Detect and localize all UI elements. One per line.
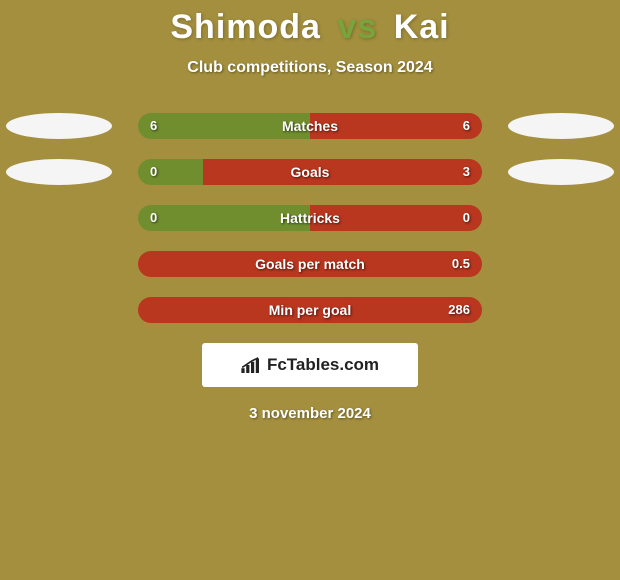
bar-right (310, 113, 482, 139)
bar-track (138, 251, 482, 277)
bar-right (203, 159, 482, 185)
logo-text: FcTables.com (267, 355, 379, 375)
vs-label: vs (337, 8, 377, 46)
stat-row: Goals per match0.5 (0, 251, 620, 277)
stat-rows: Matches66 Goals03 Hattricks00 Goals per mat… (0, 113, 620, 323)
player1-name: Shimoda (170, 8, 321, 46)
stat-row: Goals03 (0, 159, 620, 185)
bar-track (138, 297, 482, 323)
bar-right (138, 297, 482, 323)
team-badge-left (6, 159, 112, 185)
bar-right (310, 205, 482, 231)
team-badge-right (508, 159, 614, 185)
bar-track (138, 113, 482, 139)
bar-track (138, 159, 482, 185)
stat-row: Min per goal286 (0, 297, 620, 323)
team-badge-right (508, 113, 614, 139)
bar-right (138, 251, 482, 277)
team-badge-left (6, 113, 112, 139)
stats-card: Shimoda vs Kai Club competitions, Season… (0, 0, 620, 580)
page-title: Shimoda vs Kai (0, 0, 620, 47)
subtitle: Club competitions, Season 2024 (0, 59, 620, 77)
player2-name: Kai (394, 8, 450, 46)
logo-box[interactable]: FcTables.com (202, 343, 418, 387)
stat-row: Hattricks00 (0, 205, 620, 231)
stat-row: Matches66 (0, 113, 620, 139)
bar-left (138, 205, 310, 231)
bar-chart-icon (241, 357, 261, 373)
footer-date: 3 november 2024 (0, 405, 620, 422)
bar-track (138, 205, 482, 231)
bar-left (138, 113, 310, 139)
bar-left (138, 159, 203, 185)
